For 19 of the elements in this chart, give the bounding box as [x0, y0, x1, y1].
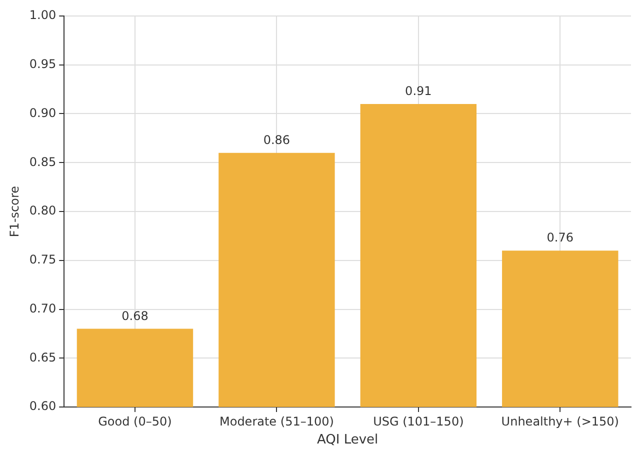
y-axis-title: F1-score: [7, 186, 22, 238]
data-label: 0.91: [405, 84, 432, 98]
data-label: 0.68: [122, 308, 148, 323]
y-tick-label: 0.85: [29, 154, 56, 169]
y-tick-label: 1.00: [29, 8, 56, 22]
y-tick-label: 0.90: [29, 106, 56, 120]
x-tick-label: USG (101–150): [373, 414, 464, 428]
y-tick-label: 0.60: [29, 399, 56, 414]
y-tick-label: 0.65: [29, 350, 56, 364]
data-label: 0.86: [263, 132, 290, 147]
x-axis-title: AQI Level: [316, 432, 378, 448]
x-tick-label: Moderate (51–100): [219, 414, 334, 428]
y-tick-label: 0.95: [29, 57, 56, 71]
y-tick-label: 0.75: [29, 252, 56, 266]
y-tick-label: 0.70: [29, 301, 56, 316]
x-tick-label: Good (0–50): [98, 414, 172, 428]
y-tick-label: 0.80: [29, 204, 56, 218]
data-label: 0.76: [546, 230, 574, 245]
x-tick-label: Unhealthy+ (>150): [501, 414, 619, 428]
